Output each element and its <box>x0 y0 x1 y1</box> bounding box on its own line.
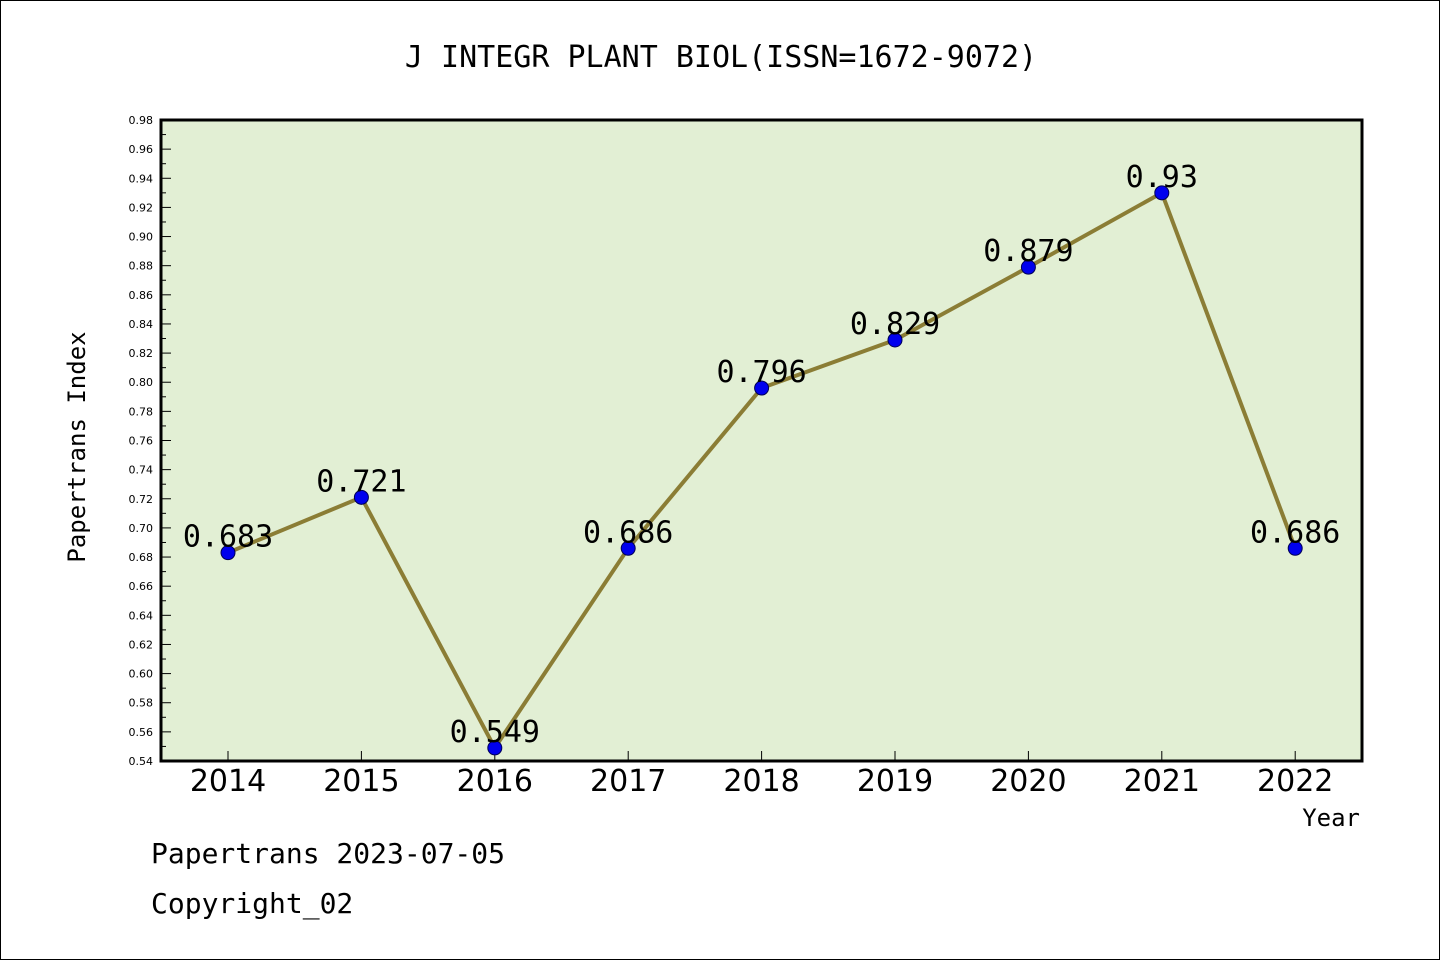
y-tick-label: 0.54 <box>129 755 154 768</box>
y-tick-label: 0.68 <box>129 551 154 564</box>
data-point <box>487 740 503 756</box>
data-label: 0.686 <box>583 515 673 550</box>
x-tick-label: 2015 <box>323 764 399 799</box>
data-point <box>1287 540 1303 556</box>
y-tick-label: 0.88 <box>129 260 154 273</box>
plot-area <box>159 118 1364 763</box>
data-point <box>220 545 236 561</box>
data-label-group: 0.683 0.721 0.549 0.686 0.796 0.829 0.879 0.93 0… <box>183 160 1341 750</box>
data-label: 0.829 <box>850 307 940 342</box>
data-label: 0.879 <box>983 234 1073 269</box>
y-tick-label: 0.64 <box>129 609 154 622</box>
y-tick-label: 0.94 <box>129 172 154 185</box>
x-tick-label: 2016 <box>457 764 533 799</box>
y-axis-label: Papertrans Index <box>63 331 91 562</box>
y-tick-label: 0.56 <box>129 726 154 739</box>
y-tick-label: 0.82 <box>129 347 154 360</box>
y-tick-label: 0.74 <box>129 464 154 477</box>
x-axis: 2014 2015 2016 2017 2018 2019 2020 2021 2022 <box>190 751 1333 799</box>
data-point <box>887 332 903 348</box>
y-tick-label: 0.96 <box>129 143 154 156</box>
data-label: 0.686 <box>1250 515 1340 550</box>
x-tick-label: 2014 <box>190 764 266 799</box>
data-point <box>754 380 770 396</box>
y-tick-label: 0.78 <box>129 405 154 418</box>
footer-copyright: Copyright_02 <box>151 887 354 920</box>
y-tick-label: 0.66 <box>129 580 154 593</box>
y-tick-label: 0.76 <box>129 435 154 448</box>
x-tick-label: 2021 <box>1124 764 1200 799</box>
data-point <box>1154 185 1170 201</box>
y-axis: 0.54 0.56 0.58 0.60 0.62 0.64 0.66 0.68 0.70 0.72… <box>129 114 171 768</box>
data-point <box>620 540 636 556</box>
y-tick-label: 0.72 <box>129 493 154 506</box>
y-tick-label: 0.90 <box>129 231 154 244</box>
x-tick-label: 2020 <box>990 764 1066 799</box>
y-tick-label: 0.70 <box>129 522 154 535</box>
footer-date: Papertrans 2023-07-05 <box>151 837 506 870</box>
x-tick-label: 2017 <box>590 764 666 799</box>
y-tick-label: 0.84 <box>129 318 154 331</box>
data-label: 0.721 <box>316 464 406 499</box>
data-label: 0.683 <box>183 520 273 555</box>
y-tick-label: 0.62 <box>129 638 154 651</box>
x-tick-label: 2018 <box>723 764 799 799</box>
data-label: 0.93 <box>1126 160 1198 195</box>
data-label: 0.549 <box>450 715 540 750</box>
y-tick-label: 0.80 <box>129 376 154 389</box>
y-tick-label: 0.98 <box>129 114 154 127</box>
chart-title: J INTEGR PLANT BIOL(ISSN=1672-9072) <box>405 40 1037 75</box>
data-point <box>353 489 369 505</box>
y-tick-label: 0.58 <box>129 697 154 710</box>
y-tick-label: 0.60 <box>129 668 154 681</box>
data-point <box>1020 259 1036 275</box>
y-tick-label: 0.86 <box>129 289 154 302</box>
x-axis-label: Year <box>1302 804 1360 832</box>
y-tick-label: 0.92 <box>129 201 154 214</box>
x-tick-label: 2022 <box>1257 764 1333 799</box>
x-tick-label: 2019 <box>857 764 933 799</box>
data-label: 0.796 <box>716 355 806 390</box>
series-line-group <box>220 185 1303 756</box>
